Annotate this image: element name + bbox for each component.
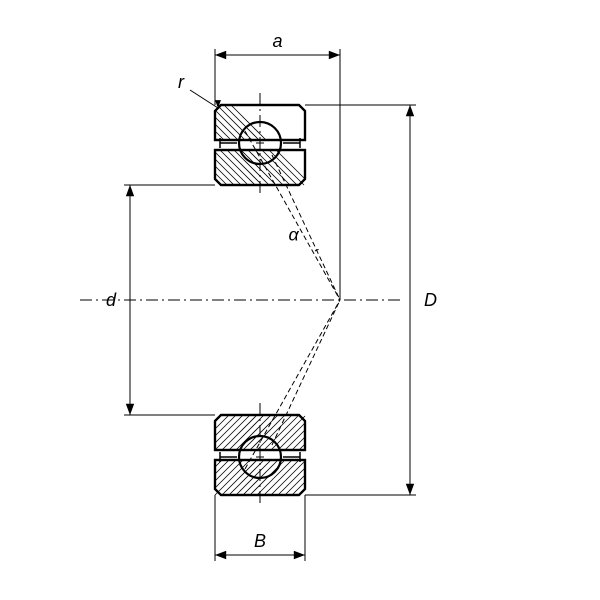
leader-r: [190, 90, 218, 108]
dim-arrowhead: [126, 185, 134, 196]
contact-line: [245, 131, 340, 300]
label-d: d: [106, 290, 117, 310]
dim-arrowhead: [329, 51, 340, 59]
dim-arrowhead: [126, 404, 134, 415]
dim-arrowhead: [215, 51, 226, 59]
dim-arrowhead: [406, 105, 414, 116]
dim-arrowhead: [406, 484, 414, 495]
dim-arrowhead: [215, 551, 226, 559]
label-D: D: [424, 290, 437, 310]
dim-arrowhead: [294, 551, 305, 559]
label-r: r: [178, 72, 185, 92]
label-a: a: [272, 31, 282, 51]
label-alpha: α: [288, 225, 299, 245]
label-B: B: [254, 531, 266, 551]
